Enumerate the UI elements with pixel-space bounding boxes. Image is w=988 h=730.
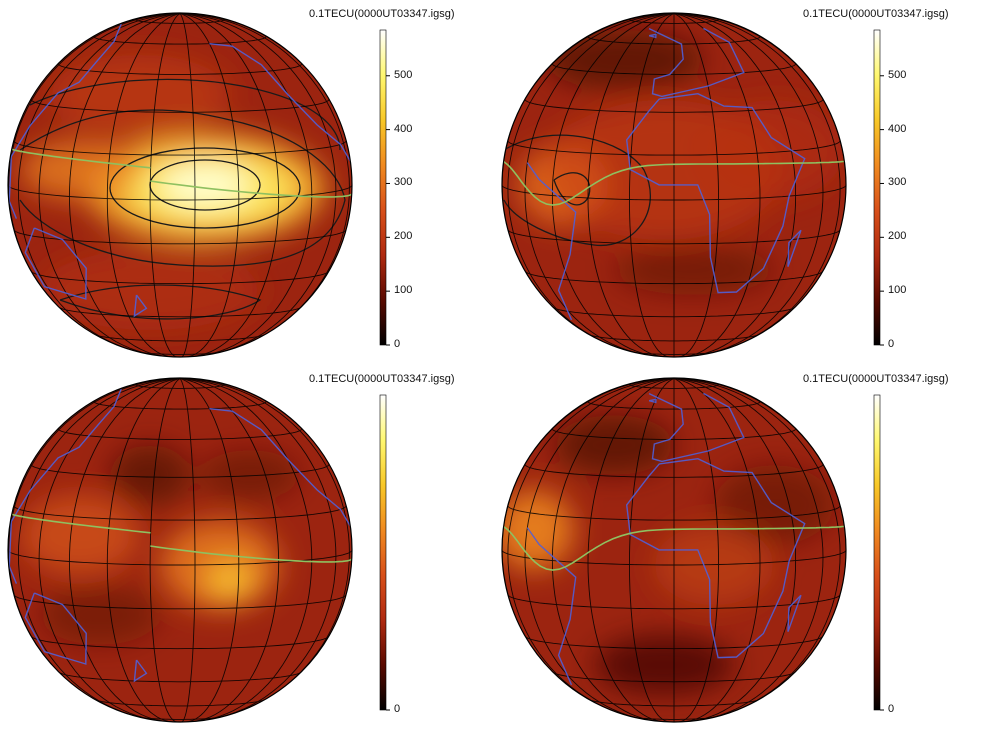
colorbar-tick-label: 300	[888, 176, 907, 189]
coastlines	[8, 388, 351, 683]
colorbar-title: 0.1TECU(0000UT03347.igsg)	[803, 8, 949, 20]
coastlines	[8, 23, 351, 318]
coastlines	[526, 392, 806, 686]
globe-map	[7, 12, 390, 358]
colorbar-tick-label: 0	[888, 703, 895, 715]
globe-outline	[501, 12, 847, 358]
colorbar-tick-label: 400	[888, 122, 907, 135]
map-panel-top-left: 500 400 300 200 100 0 0.1TECU(0000UT03347.igsg…	[0, 0, 494, 365]
colorbar	[873, 29, 881, 346]
colorbar-tick-label: 500	[394, 68, 413, 81]
globe-outline	[501, 377, 847, 723]
map-panel-bottom-right: 0 0.1TECU(0000UT03347.igsg)	[494, 365, 988, 730]
colorbar	[873, 394, 881, 711]
dip-equator-line	[502, 525, 845, 571]
tec-heatmap	[502, 13, 846, 357]
tec-heatmap	[502, 378, 846, 722]
colorbar	[379, 29, 387, 346]
globe-map	[7, 377, 390, 723]
colorbar-tick-label: 200	[888, 230, 907, 243]
globe-outline	[7, 12, 353, 358]
tec-heatmap	[8, 13, 352, 357]
globe-map	[501, 12, 884, 358]
dip-equator-line	[11, 513, 352, 563]
graticule	[502, 13, 846, 357]
colorbar-tick-label: 200	[394, 230, 413, 243]
dip-equator-line	[502, 160, 845, 206]
tec-contours	[503, 134, 651, 246]
colorbar-tick-label: 100	[888, 284, 907, 297]
colorbar-tick-label: 0	[394, 703, 401, 715]
map-panel-top-right: 500 400 300 200 100 0 0.1TECU(0000UT03347.igsg…	[494, 0, 988, 365]
globe-map	[501, 377, 884, 723]
colorbar-tick-label: 400	[394, 122, 413, 135]
graticule	[502, 378, 846, 722]
colorbar-tick-label: 300	[394, 176, 413, 189]
colorbar-title: 0.1TECU(0000UT03347.igsg)	[803, 373, 949, 385]
colorbar	[379, 394, 387, 711]
coastlines	[526, 27, 806, 321]
colorbar-title: 0.1TECU(0000UT03347.igsg)	[309, 8, 455, 20]
map-panel-bottom-left: 0 0.1TECU(0000UT03347.igsg)	[0, 365, 494, 730]
dip-equator-line	[11, 148, 352, 198]
colorbar-tick-label: 0	[888, 338, 895, 350]
globe-outline	[7, 377, 353, 723]
colorbar-title: 0.1TECU(0000UT03347.igsg)	[309, 373, 455, 385]
colorbar-tick-label: 500	[888, 68, 907, 81]
tec-heatmap	[8, 378, 352, 722]
colorbar-tick-label: 0	[394, 338, 401, 350]
colorbar-tick-label: 100	[394, 284, 413, 297]
